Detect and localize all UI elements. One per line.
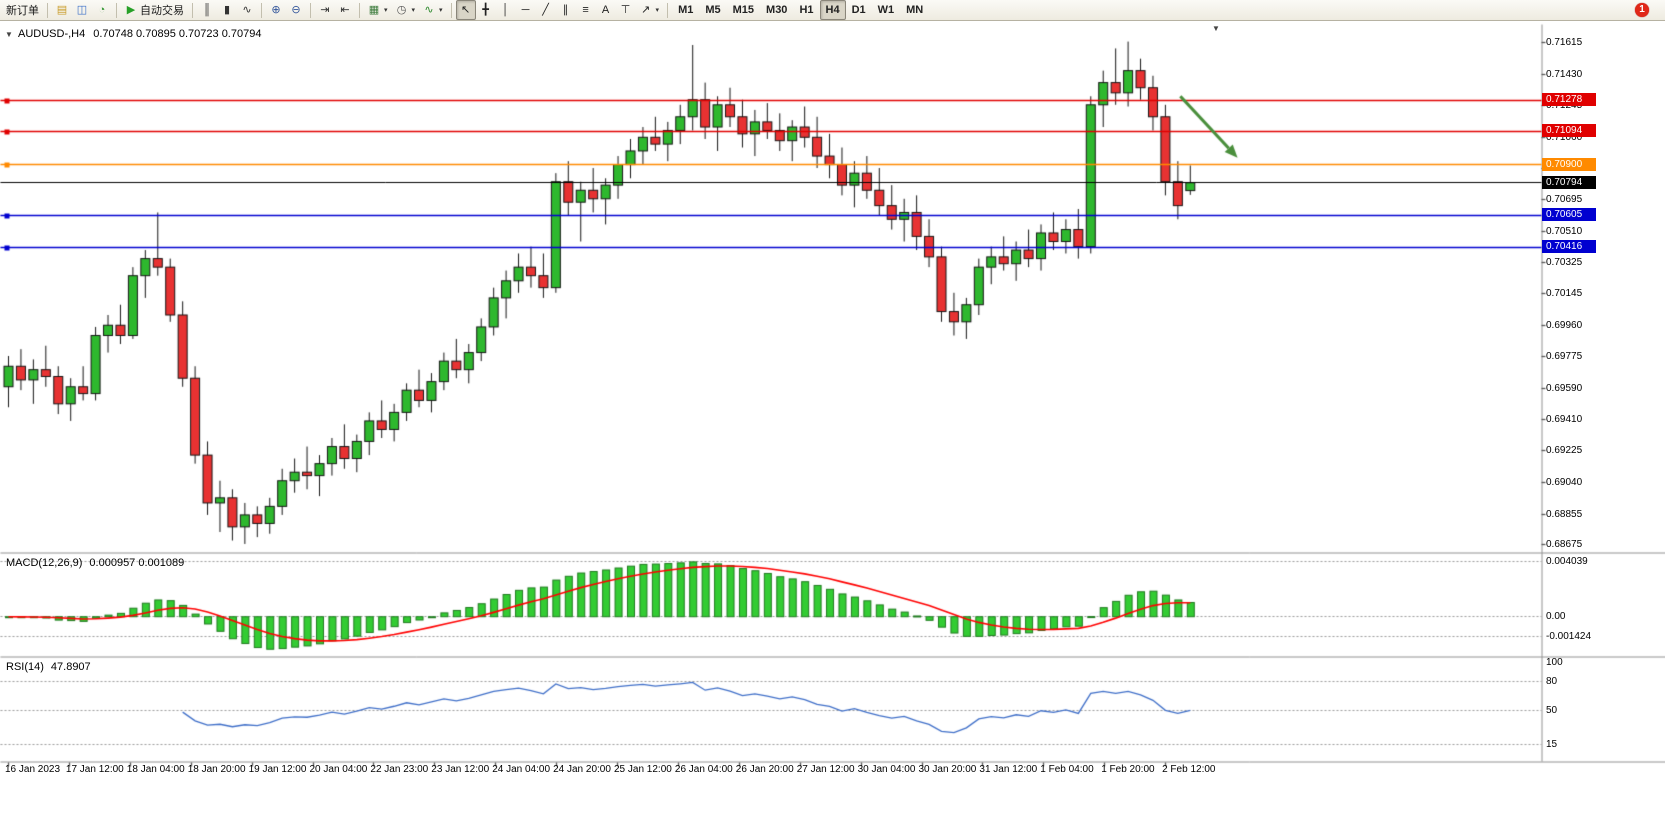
one-click-trading-toggle[interactable]: ▼ <box>5 30 13 39</box>
